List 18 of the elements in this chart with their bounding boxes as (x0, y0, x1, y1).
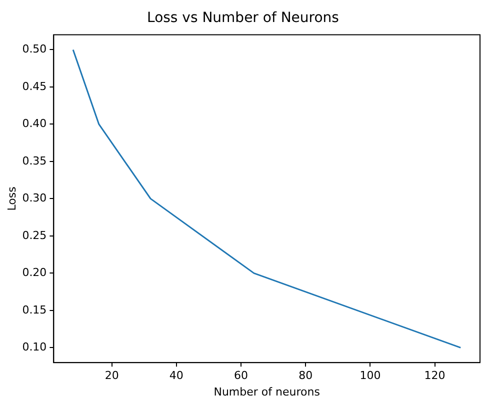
x-axis-title: Number of neurons (214, 385, 320, 398)
chart-title: Loss vs Number of Neurons (147, 10, 339, 26)
y-tick-label: 0.30 (22, 192, 47, 205)
y-tick-label: 0.25 (22, 228, 47, 242)
y-tick-label: 0.35 (22, 154, 47, 168)
y-tick-label: 0.50 (22, 42, 47, 56)
y-tick-label: 0.10 (22, 340, 47, 354)
y-tick-label: 0.40 (22, 117, 47, 130)
y-tick-label: 0.45 (22, 80, 47, 93)
x-tick-label: 60 (234, 369, 248, 382)
y-tick-label: 0.15 (22, 303, 47, 316)
x-tick-label: 80 (298, 369, 313, 382)
x-tick-label: 40 (169, 369, 184, 382)
x-tick-label: 20 (104, 369, 119, 382)
x-tick-label: 100 (360, 369, 381, 382)
x-tick-label: 120 (424, 369, 446, 382)
y-tick-label: 0.20 (22, 266, 47, 280)
y-axis-title: Loss (5, 186, 18, 211)
